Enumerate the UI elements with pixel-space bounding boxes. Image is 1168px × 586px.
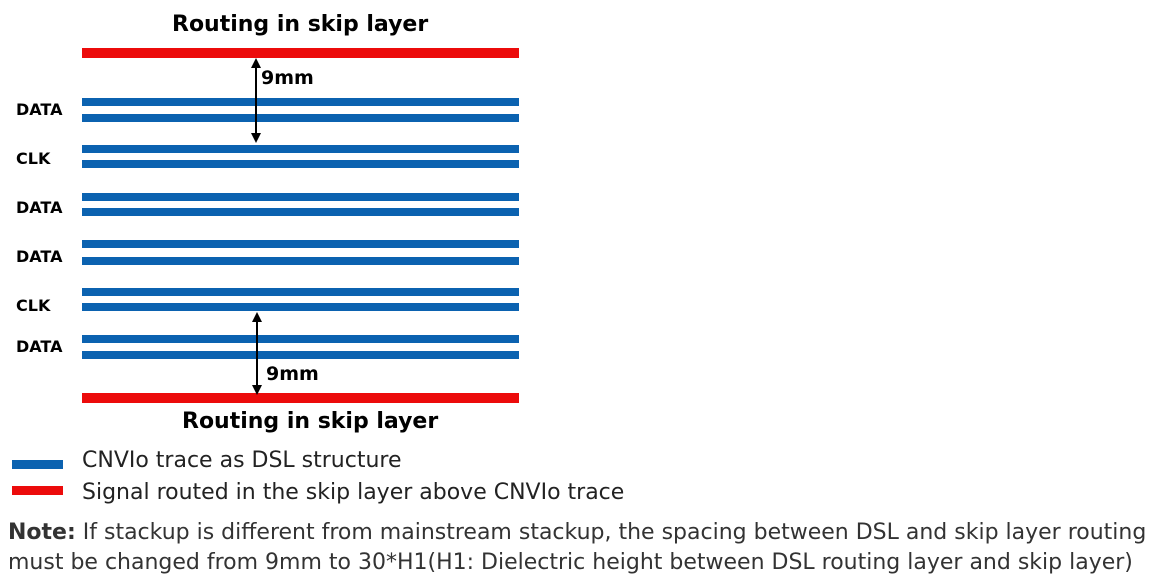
dsl-trace-data-2-a [82,193,519,201]
dsl-trace-data-1-b [82,114,519,122]
note-line-2: must be changed from 9mm to 30*H1(H1: Di… [8,550,1133,575]
bottom-arrow-head-down [252,385,262,395]
dsl-trace-clk-2-a [82,288,519,296]
lane-label-data-2: DATA [16,198,63,217]
top-arrow-head-down [251,133,261,143]
note-prefix: Note: [8,520,76,545]
legend-red-swatch [12,486,63,495]
top-spacing-label: 9mm [261,67,314,89]
legend-blue-label: CNVIo trace as DSL structure [82,448,402,473]
top-skip-layer-trace [82,48,519,58]
legend-blue-swatch [12,460,63,469]
dsl-trace-data-4-a [82,335,519,343]
bottom-skip-layer-trace [82,393,519,403]
lane-label-data-3: DATA [16,247,63,266]
top-title: Routing in skip layer [172,12,429,37]
bottom-arrow-head-up [252,312,262,322]
legend-red-label: Signal routed in the skip layer above CN… [82,480,625,505]
dsl-trace-clk-1-a [82,145,519,153]
dsl-trace-data-3-a [82,240,519,248]
dsl-trace-data-1-a [82,98,519,106]
lane-label-clk-2: CLK [16,296,51,315]
bottom-title: Routing in skip layer [182,409,439,434]
dsl-trace-data-2-b [82,208,519,216]
top-arrow-head-up [251,58,261,68]
lane-label-data-4: DATA [16,337,63,356]
lane-label-clk-1: CLK [16,149,51,168]
dsl-trace-data-4-b [82,351,519,359]
dsl-trace-clk-2-b [82,303,519,311]
lane-label-data-1: DATA [16,100,63,119]
note-text-1: If stackup is different from mainstream … [75,520,1147,545]
dsl-trace-clk-1-b [82,160,519,168]
note-line-1: Note: If stackup is different from mains… [8,520,1146,545]
bottom-spacing-label: 9mm [266,363,319,385]
dsl-trace-data-3-b [82,257,519,265]
